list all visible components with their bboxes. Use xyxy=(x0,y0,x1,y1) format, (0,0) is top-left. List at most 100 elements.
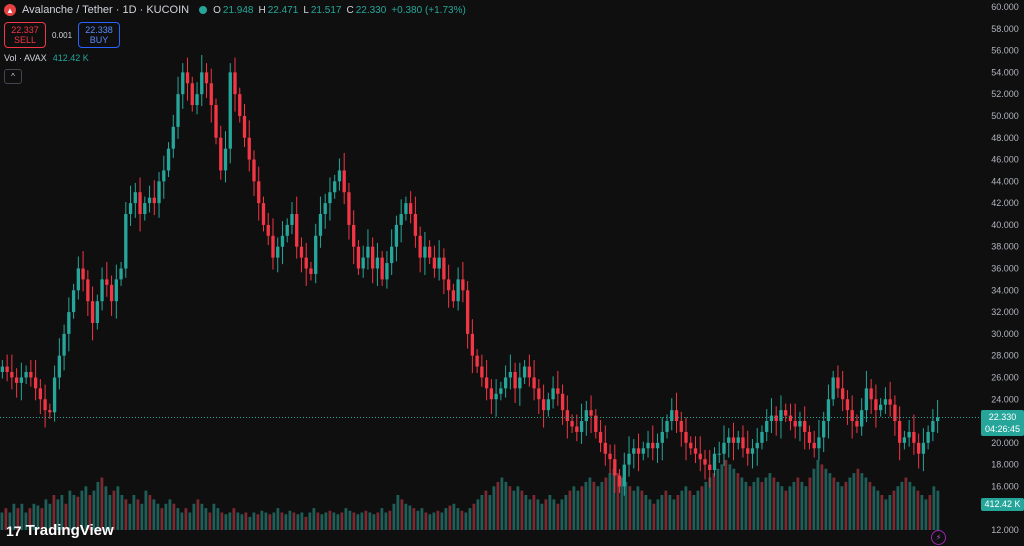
volume-bar xyxy=(68,490,72,530)
volume-bar xyxy=(856,468,860,530)
candle-body xyxy=(788,415,793,422)
candle-body xyxy=(5,366,9,373)
candle-body xyxy=(247,137,251,160)
volume-bar xyxy=(180,512,184,530)
volume-bar xyxy=(936,490,940,530)
volume-bar xyxy=(832,477,836,530)
candle-body xyxy=(105,279,109,285)
candle-body xyxy=(489,388,494,400)
volume-bar xyxy=(836,481,840,530)
volume-bar xyxy=(564,495,568,530)
volume-bar xyxy=(852,473,856,530)
candle-body xyxy=(171,126,175,149)
volume-bar xyxy=(276,508,280,530)
candle-body xyxy=(333,181,337,193)
volume-bar xyxy=(624,481,628,530)
volume-bar xyxy=(732,468,736,530)
volume-bar xyxy=(708,477,712,530)
candle-body xyxy=(318,214,323,236)
sell-button[interactable]: 22.337 SELL xyxy=(4,22,46,48)
buy-button[interactable]: 22.338 BUY xyxy=(78,22,121,48)
candle-body xyxy=(560,393,565,411)
symbol-legend: ▲ Avalanche / Tether · 1D · KUCOIN O 21.9… xyxy=(4,4,469,16)
candle-body xyxy=(95,301,99,323)
volume-bar xyxy=(272,512,276,530)
volume-bar xyxy=(172,503,176,530)
volume-bar xyxy=(688,490,692,530)
tradingview-logo[interactable]: 17 TradingView xyxy=(6,522,114,539)
collapse-legend-button[interactable]: ^ xyxy=(4,69,22,84)
candle-body xyxy=(285,224,289,236)
volume-bar xyxy=(568,490,572,530)
candle-body xyxy=(532,377,536,389)
candle-body xyxy=(157,181,161,204)
volume-bar xyxy=(764,477,768,530)
volume-bar xyxy=(616,473,620,530)
volume-bar xyxy=(884,499,888,530)
volume-bar xyxy=(704,481,708,530)
candle-body xyxy=(784,410,788,416)
candle-body xyxy=(356,246,361,269)
candle-body xyxy=(916,442,921,454)
candle-body xyxy=(503,377,508,389)
volume-bar xyxy=(404,503,408,530)
candle-body xyxy=(432,257,437,269)
candle-body xyxy=(921,442,926,454)
volume-bar xyxy=(148,495,152,530)
volume-bar xyxy=(304,516,308,530)
volume-bar xyxy=(192,503,196,530)
volume-bar xyxy=(632,490,636,530)
volume-bar xyxy=(660,495,664,530)
candle-body xyxy=(299,246,304,258)
volume-bar xyxy=(584,481,588,530)
volume-bar xyxy=(284,514,288,530)
candle-body xyxy=(727,437,731,443)
volume-bar xyxy=(448,505,452,530)
volume-bar xyxy=(88,495,92,530)
candle-body xyxy=(48,410,52,413)
volume-bar xyxy=(120,495,124,530)
volume-bar xyxy=(152,499,156,530)
candle-body xyxy=(14,377,19,383)
candle-body xyxy=(527,366,532,378)
candle-body xyxy=(598,431,603,443)
volume-bar xyxy=(724,460,728,530)
volume-bar xyxy=(772,477,776,530)
candle-body xyxy=(147,197,152,204)
candle-body xyxy=(347,192,351,225)
volume-bar xyxy=(72,495,76,530)
volume-bar xyxy=(700,486,704,530)
lightning-icon[interactable]: ⚡ xyxy=(931,530,946,545)
volume-bar xyxy=(340,512,344,530)
volume-bar xyxy=(656,499,660,530)
volume-bar xyxy=(536,499,540,530)
volume-bar xyxy=(256,514,260,530)
candle-body xyxy=(67,312,71,334)
volume-bar xyxy=(408,505,412,530)
volume-bar xyxy=(332,512,336,530)
volume-bar xyxy=(28,508,32,530)
volume-bar xyxy=(360,512,364,530)
candle-body xyxy=(81,268,85,280)
volume-bar xyxy=(544,499,548,530)
candle-body xyxy=(366,246,370,258)
volume-bar xyxy=(296,514,300,530)
candle-body xyxy=(831,377,835,400)
candle-body xyxy=(522,366,527,378)
volume-bar xyxy=(268,514,272,530)
volume-bar xyxy=(288,510,292,530)
candle-body xyxy=(19,377,24,383)
candle-body xyxy=(935,417,940,422)
volume-bar xyxy=(904,477,908,530)
volume-bar xyxy=(48,503,52,530)
candle-body xyxy=(162,170,166,182)
volume-bar xyxy=(388,510,392,530)
volume-bar xyxy=(760,481,764,530)
candle-body xyxy=(280,235,285,247)
candle-body xyxy=(352,224,356,247)
candle-body xyxy=(674,410,679,422)
candle-body xyxy=(252,159,256,182)
y-tick-label: 32.000 xyxy=(991,307,1019,317)
candle-body xyxy=(537,388,541,400)
